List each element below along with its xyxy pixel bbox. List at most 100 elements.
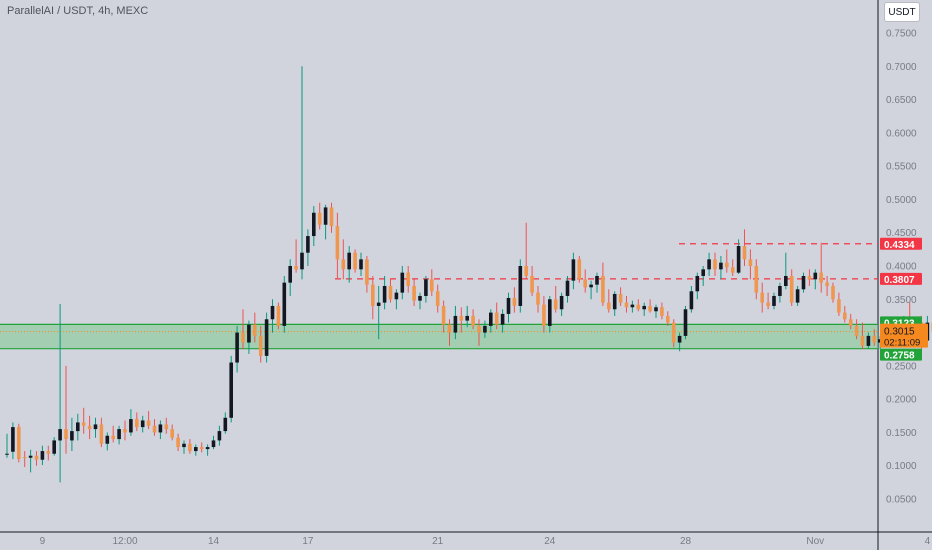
candle	[182, 440, 186, 454]
candle-body	[494, 312, 499, 325]
candle	[341, 239, 346, 280]
candle	[447, 319, 452, 346]
candle-body	[241, 332, 245, 343]
price-tick-label: 0.0500	[886, 495, 917, 506]
candle-body	[848, 319, 853, 326]
candle-body	[666, 315, 670, 323]
symbol-legend: ParallelAI / USDT, 4h, MEXC	[7, 5, 149, 17]
candle-body	[70, 431, 74, 441]
candle	[87, 415, 92, 440]
candle-body	[418, 295, 422, 301]
candle	[394, 289, 399, 310]
candle-body	[223, 417, 228, 432]
time-tick-label: 17	[302, 536, 314, 547]
candle	[512, 287, 517, 313]
candle-body	[677, 335, 682, 343]
candle	[784, 252, 788, 290]
candle-body	[524, 266, 528, 276]
candle-body	[317, 212, 322, 225]
candle-body	[736, 246, 741, 273]
candle-body	[854, 325, 859, 336]
candle-body	[152, 425, 157, 433]
candle	[81, 407, 86, 434]
candle-body	[683, 309, 688, 336]
candle	[70, 417, 74, 452]
candle	[235, 325, 239, 373]
candle	[123, 420, 127, 441]
candle-body	[542, 304, 546, 326]
candle	[217, 425, 222, 446]
level-badge-0.4334	[880, 237, 922, 250]
candle	[105, 432, 110, 451]
candle	[188, 439, 192, 454]
candle-body	[40, 451, 45, 460]
candle	[742, 229, 747, 266]
candle-body	[164, 424, 169, 430]
candle-body	[642, 305, 646, 310]
candle	[542, 295, 546, 333]
candle	[589, 280, 593, 300]
candle-body	[365, 259, 369, 285]
candle	[93, 417, 98, 438]
candle-body	[276, 305, 281, 326]
candle-body	[754, 266, 759, 293]
candle	[660, 302, 664, 320]
candle	[158, 420, 163, 440]
candle-body	[577, 259, 582, 280]
candle	[866, 332, 871, 349]
candle-body	[424, 279, 428, 296]
candle-body	[435, 291, 440, 306]
candle-body	[612, 293, 617, 310]
candle	[477, 319, 481, 346]
candle	[760, 282, 764, 313]
candle-body	[312, 212, 316, 237]
candle-body	[477, 325, 481, 333]
candle-body	[489, 312, 493, 326]
candle-body	[111, 435, 115, 440]
candle-body	[288, 266, 292, 283]
candle-body	[211, 440, 216, 448]
time-tick-label: 9	[40, 536, 46, 547]
candle	[253, 312, 257, 343]
time-tick-label: 4	[925, 536, 931, 547]
candle-body	[778, 285, 782, 296]
candle-body	[382, 285, 387, 303]
candle-body	[795, 289, 800, 303]
candle-body	[660, 307, 664, 316]
candle-body	[601, 275, 605, 303]
candle-body	[695, 275, 700, 292]
candle-body	[589, 284, 593, 288]
candle	[435, 284, 440, 313]
candle	[241, 309, 245, 350]
candle-body	[335, 226, 340, 260]
candle	[205, 444, 210, 456]
candle-body	[807, 275, 812, 280]
candle	[483, 320, 487, 338]
candle	[176, 433, 180, 452]
price-tick-label: 0.6000	[886, 128, 917, 139]
candle-body	[866, 335, 871, 346]
candle	[807, 269, 812, 286]
candle	[58, 303, 62, 483]
candle-body	[17, 427, 21, 460]
candle	[801, 272, 806, 293]
candle-body	[388, 285, 393, 300]
candle-body	[306, 236, 310, 253]
candle-body	[583, 279, 587, 288]
candle	[630, 300, 635, 313]
candle	[559, 292, 564, 316]
price-tick-label: 0.4000	[886, 262, 917, 273]
current-price-label: 0.3015	[884, 327, 915, 338]
candle-body	[58, 429, 62, 441]
candle	[164, 417, 169, 434]
candle-body	[76, 422, 80, 432]
candle	[601, 262, 605, 306]
candle	[76, 413, 80, 441]
currency-button[interactable]: USDT	[884, 2, 920, 22]
candle	[713, 252, 717, 276]
candle-body	[64, 429, 68, 440]
candle	[64, 365, 68, 454]
candle-body	[182, 443, 186, 448]
